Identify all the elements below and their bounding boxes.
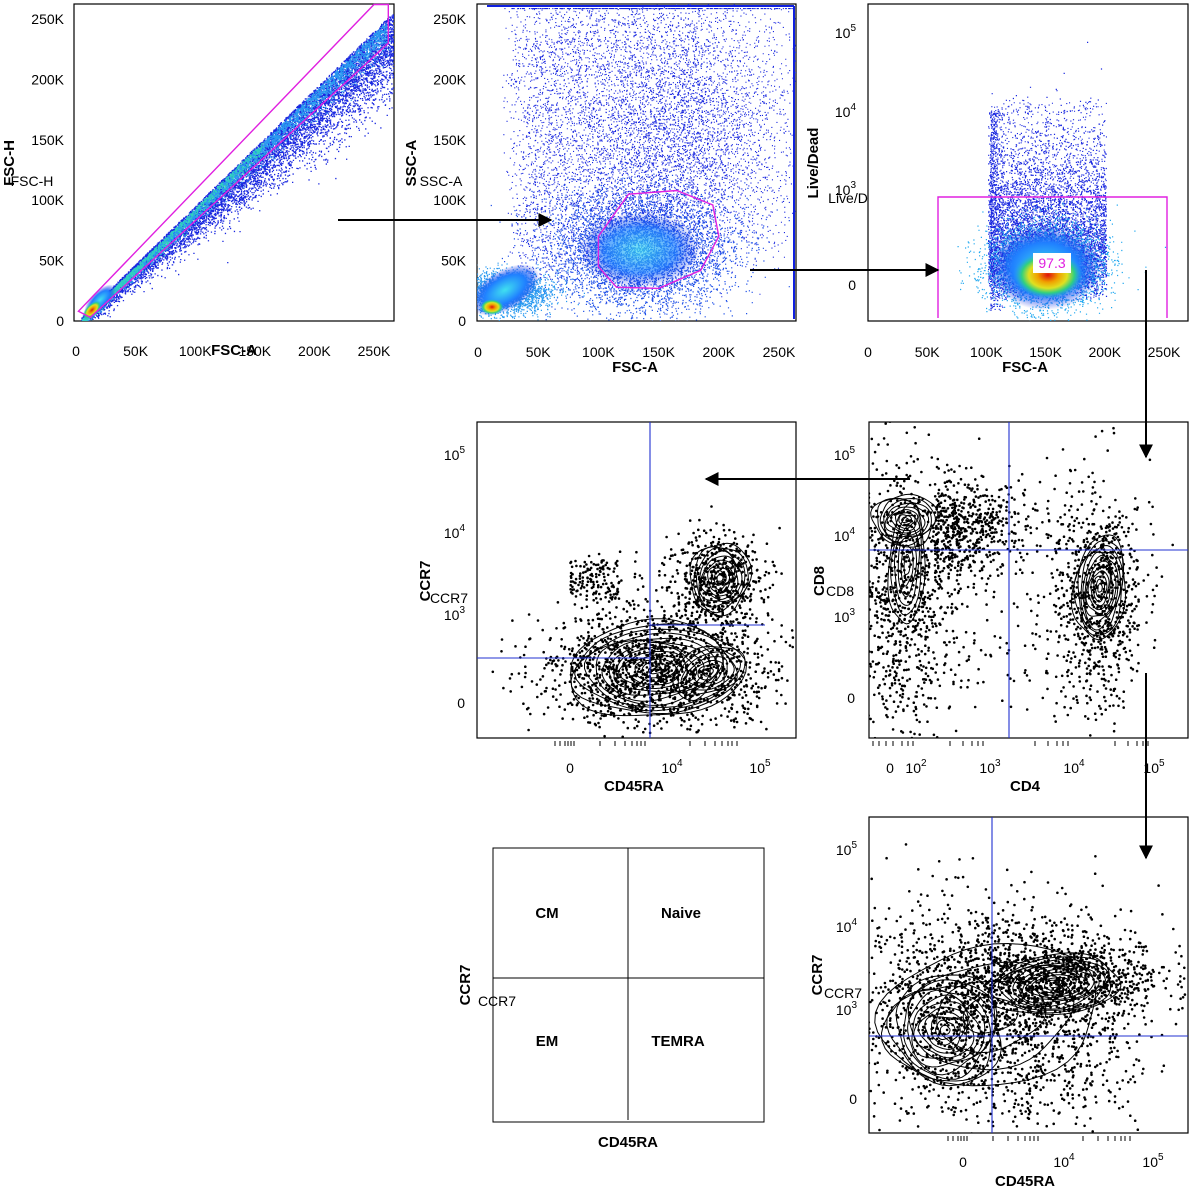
x-tick-labels: 0 104 105 [948,1136,1164,1170]
tick-label: 0 [959,1154,967,1170]
x-tick-label: 0 [864,344,872,360]
x-axis-label: FSC-A [1002,359,1048,376]
x-axis-label: FSC-A [612,359,658,376]
x-tick-label: 200K [298,343,331,359]
tick-label: 104 [834,526,856,544]
x-axis-label: CD45RA [995,1173,1055,1189]
tick-label: 104 [835,102,857,120]
tick-label: 103 [979,758,1001,776]
tick-label: 102 [905,758,927,776]
y-axis-label: SSC-A [403,139,420,186]
x-tick-label: 100K [970,344,1003,360]
x-tick-labels: 0 102 103 104 105 [873,741,1165,776]
plot-fsc-a-vs-fsc-h: 0 50K 100K 150K 200K 250K 0 50K 100K 150K 200K 250… [1,4,423,359]
tick-label: 105 [834,445,856,463]
tick-label: 0 [566,760,574,776]
tick-label: 0 [457,695,465,711]
y-tick-label: 100K [31,192,64,208]
y-tick-label: 250K [31,11,64,27]
legend-y-axis-overlay-label: CCR7 [478,993,516,1009]
x-axis-label: CD45RA [604,778,664,795]
tick-label: 104 [1053,1152,1075,1170]
x-tick-labels: 0 50K 100K 150K 200K 250K [474,344,796,360]
x-tick-label: 250K [1148,344,1181,360]
quadrant-label-em: EM [536,1033,559,1050]
tick-label: 0 [886,760,894,776]
quadrant-label-cm: CM [535,905,558,922]
y-tick-label: 0 [56,313,64,329]
tick-label: 0 [847,690,855,706]
x-tick-label: 100K [582,344,615,360]
quadrant-label-temra: TEMRA [651,1033,704,1050]
y-axis-overlay-label: CD8 [826,583,854,599]
y-tick-label: 50K [39,253,65,269]
x-tick-labels: 0 104 105 [555,741,771,776]
x-tick-labels: 0 50K 100K 150K 200K 250K [864,344,1181,360]
x-tick-label: 0 [474,344,482,360]
quadrant-label-naive: Naive [661,905,701,922]
x-tick-label: 200K [1088,344,1121,360]
y-tick-label: 0 [458,313,466,329]
tick-label: 105 [444,445,466,463]
y-tick-labels: 0 50K 100K 150K 200K 250K [433,11,466,329]
tick-label: 103 [834,607,856,625]
x-tick-label: 50K [123,343,149,359]
tick-label: 105 [1142,1152,1164,1170]
y-axis-label: Live/Dead [805,128,822,199]
tick-label: 104 [444,523,466,541]
tick-label: 103 [444,605,466,623]
legend-y-axis-label: CCR7 [457,965,474,1006]
y-tick-labels: 0 103 104 105 [834,445,856,706]
y-tick-label: 100K [433,192,466,208]
y-tick-labels: 0 103 104 105 [836,840,858,1107]
x-tick-label: 250K [763,344,796,360]
x-tick-label: 50K [526,344,552,360]
tick-label: 0 [848,277,856,293]
tick-label: 104 [1063,758,1085,776]
tick-label: 105 [835,23,857,41]
x-axis-label: FSC-A [211,342,257,359]
gate-percentage: 97.3 [1038,255,1065,271]
tick-label: 104 [836,917,858,935]
plot-frame [74,4,394,321]
quadrant-legend-panel: CM Naive EM TEMRA CD45RA CCR7 CCR7 [457,848,764,1151]
x-tick-label: 150K [642,344,675,360]
y-tick-labels: 0 103 104 105 [444,445,466,711]
tick-label: 105 [836,840,858,858]
x-tick-label: 50K [915,344,941,360]
y-tick-label: 150K [31,132,64,148]
y-axis-overlay-label: CCR7 [824,985,862,1001]
tick-label: 105 [749,758,771,776]
y-axis-overlay-label: FSC-H [11,173,54,189]
y-tick-label: 50K [441,253,467,269]
y-axis-overlay-label: Live/D [828,190,868,206]
legend-x-axis-label: CD45RA [598,1134,658,1151]
x-axis-label: CD4 [1010,778,1041,795]
tick-label: 103 [836,1000,858,1018]
x-tick-label: 200K [702,344,735,360]
y-axis-overlay-label: CCR7 [430,590,468,606]
x-tick-label: 150K [1029,344,1062,360]
y-tick-label: 200K [31,71,64,87]
tick-label: 104 [661,758,683,776]
y-axis-overlay-label: SSC-A [420,173,463,189]
y-tick-labels: 0 50K 100K 150K 200K 250K [31,11,64,329]
y-tick-label: 250K [433,11,466,27]
y-tick-label: 150K [433,132,466,148]
x-tick-label: 250K [358,343,391,359]
x-tick-label: 100K [179,343,212,359]
y-tick-label: 200K [433,71,466,87]
density-core [480,299,504,315]
tick-label: 0 [849,1091,857,1107]
x-tick-label: 0 [72,343,80,359]
